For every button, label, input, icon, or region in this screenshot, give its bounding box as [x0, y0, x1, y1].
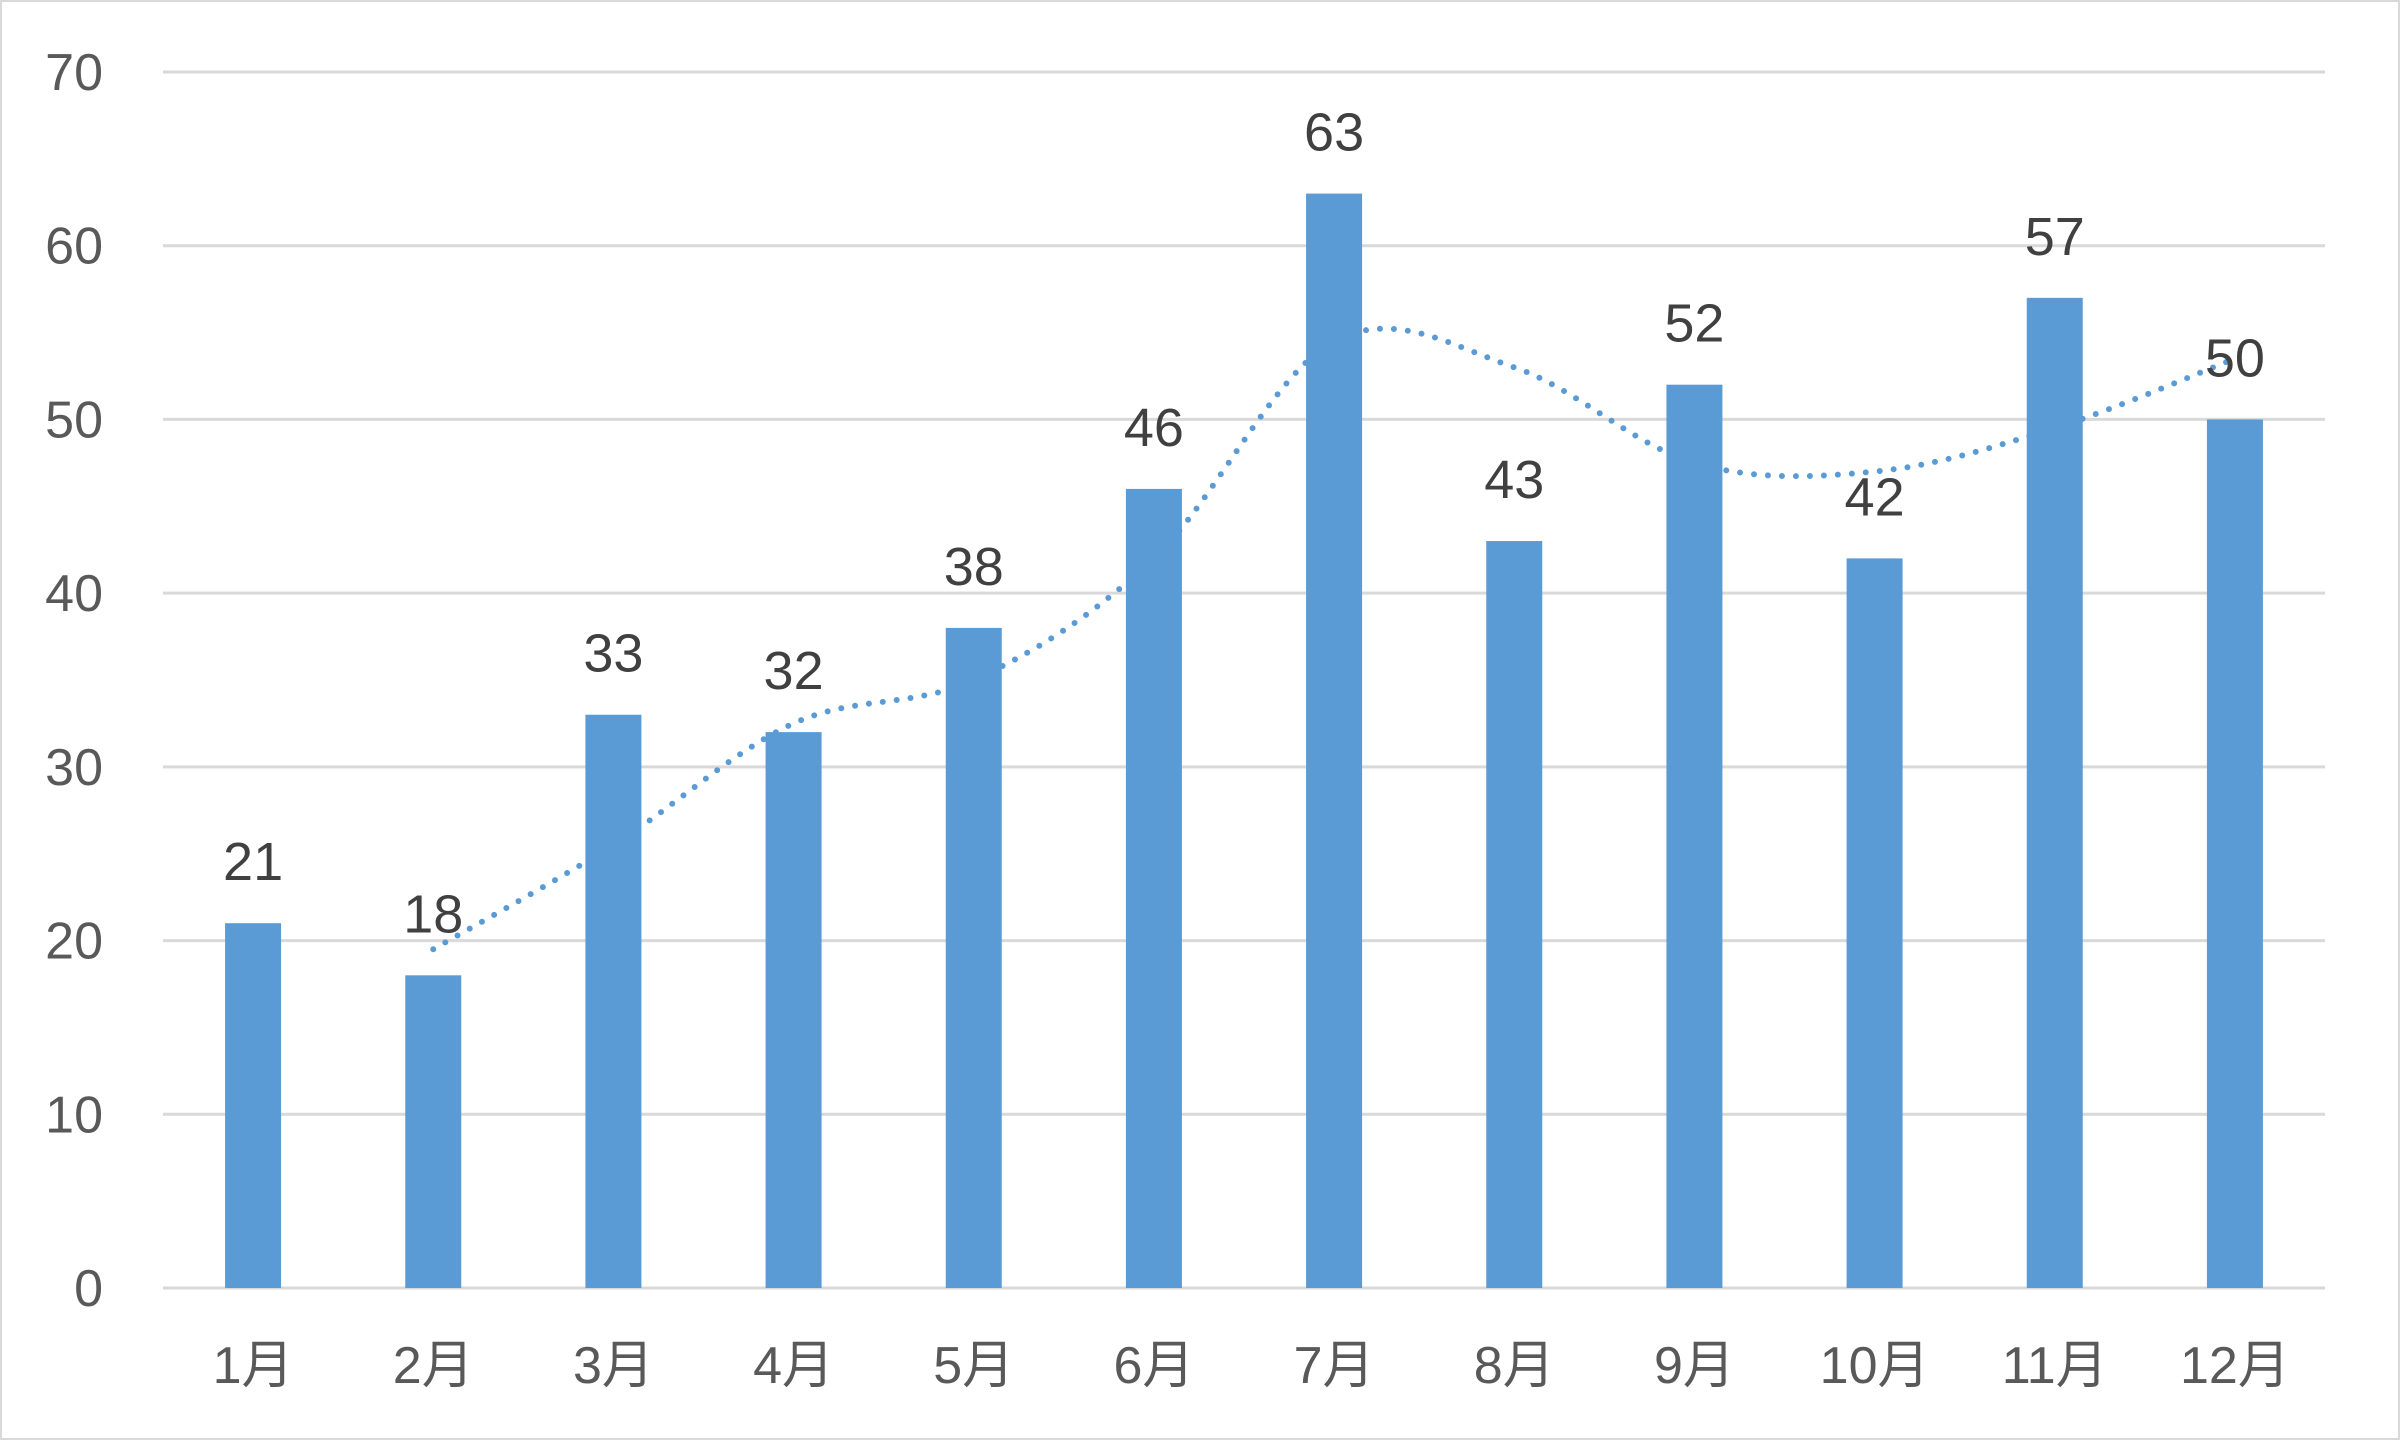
bar-11: [2026, 297, 2083, 1288]
bar-5: [945, 627, 1002, 1288]
bar-3: [585, 714, 642, 1288]
x-tick-label: 3月: [573, 1337, 654, 1395]
x-tick-label: 1月: [213, 1337, 294, 1395]
data-label: 63: [1304, 103, 1364, 163]
x-tick-label: 12月: [2180, 1337, 2290, 1395]
data-label: 33: [583, 624, 643, 684]
bar-1: [225, 923, 282, 1288]
data-label: 18: [403, 884, 463, 944]
data-label: 57: [2025, 207, 2085, 267]
y-axis-labels: 0 10 20 30 40 50 60 70: [45, 44, 103, 1318]
x-tick-label: 10月: [1820, 1337, 1930, 1395]
y-tick-label: 70: [45, 44, 103, 102]
gridlines: [163, 70, 2325, 1290]
data-label: 38: [944, 537, 1004, 597]
bar-8: [1486, 541, 1543, 1288]
y-tick-label: 0: [74, 1260, 103, 1318]
data-labels: 21 18 33 32 38 46 63 43 52 42 57 50: [223, 103, 2265, 945]
bar-2: [405, 975, 462, 1288]
y-tick-label: 30: [45, 739, 103, 797]
bar-10: [1846, 558, 1903, 1288]
x-tick-label: 7月: [1294, 1337, 1375, 1395]
y-tick-label: 10: [45, 1086, 103, 1144]
x-tick-label: 8月: [1474, 1337, 1555, 1395]
x-axis-labels: 1月 2月 3月 4月 5月 6月 7月 8月 9月 10月 11月 12月: [213, 1337, 2290, 1395]
y-tick-label: 40: [45, 565, 103, 623]
y-tick-label: 50: [45, 391, 103, 449]
data-label: 42: [1845, 467, 1905, 527]
data-label: 46: [1124, 398, 1184, 458]
bar-9: [1666, 384, 1723, 1289]
x-tick-label: 11月: [2002, 1337, 2108, 1395]
data-label: 43: [1484, 450, 1544, 510]
data-label: 21: [223, 832, 283, 892]
data-label: 52: [1664, 294, 1724, 354]
y-tick-label: 60: [45, 218, 103, 276]
bars: [225, 193, 2263, 1289]
y-tick-label: 20: [45, 913, 103, 971]
bar-12: [2206, 419, 2263, 1288]
x-tick-label: 6月: [1113, 1337, 1194, 1395]
x-tick-label: 4月: [753, 1337, 834, 1395]
bar-4: [765, 732, 822, 1288]
x-tick-label: 5月: [933, 1337, 1014, 1395]
bar-6: [1125, 488, 1182, 1288]
bar-7: [1306, 193, 1363, 1289]
data-label: 50: [2205, 328, 2265, 388]
data-label: 32: [764, 641, 824, 701]
x-tick-label: 2月: [393, 1337, 474, 1395]
x-tick-label: 9月: [1654, 1337, 1735, 1395]
